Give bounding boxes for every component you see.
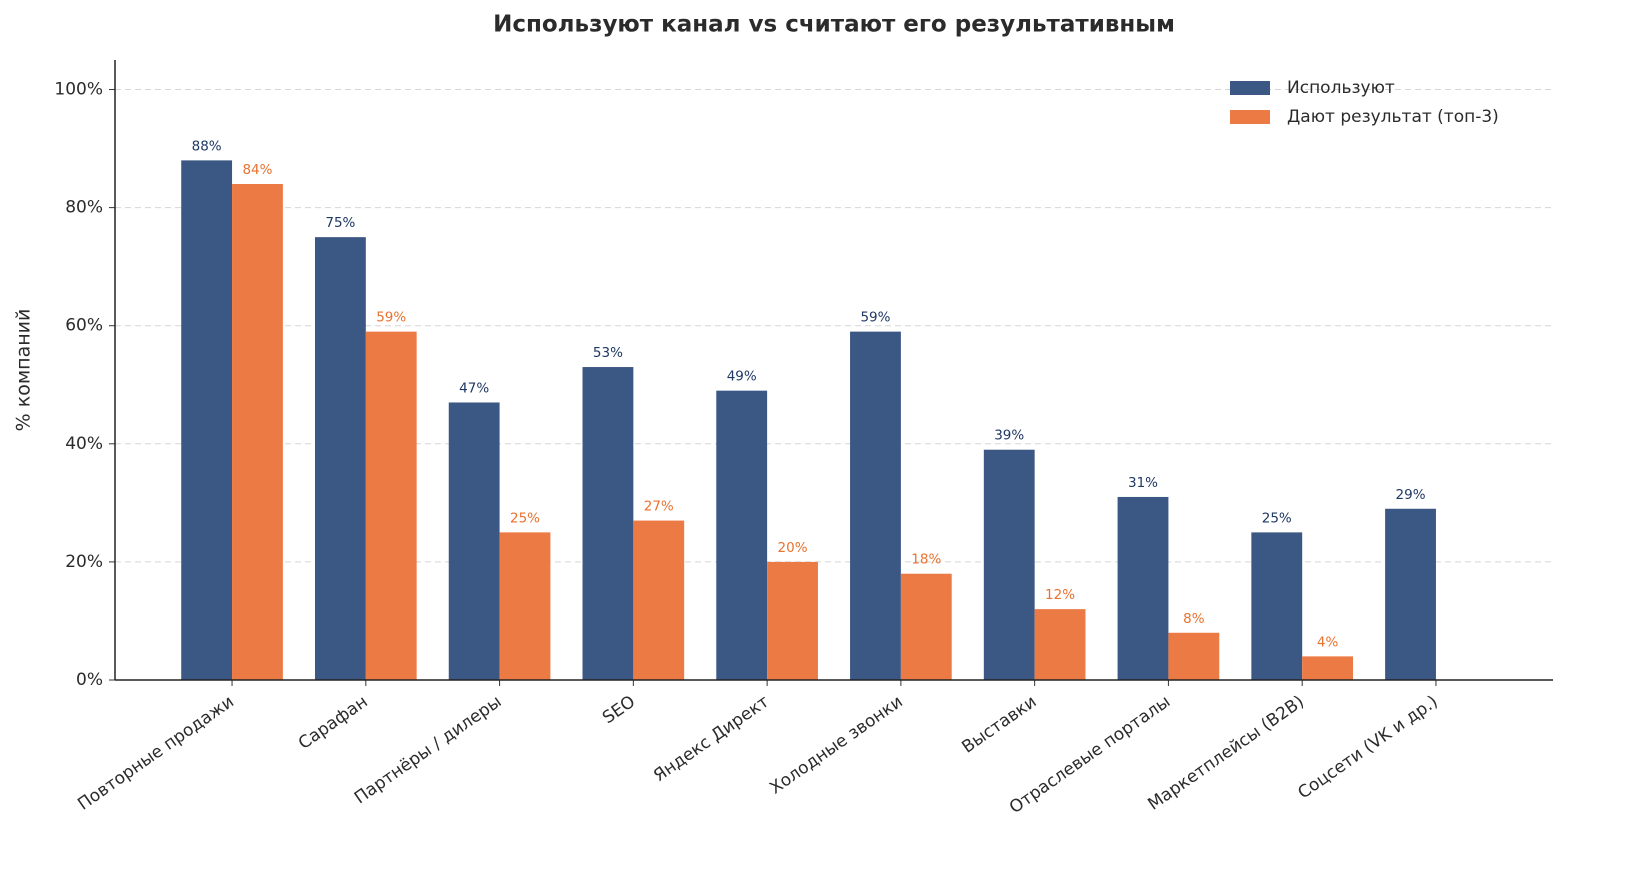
bar — [1302, 656, 1354, 680]
bar — [314, 237, 366, 680]
y-tick-label: 0% — [76, 670, 103, 690]
x-tick-label: Соцсети (VK и др.) — [1294, 692, 1441, 804]
x-tick-label: SEO — [599, 692, 639, 728]
bar — [1168, 632, 1220, 680]
bar — [767, 561, 818, 680]
value-label: 47% — [459, 380, 489, 396]
bar — [232, 184, 283, 680]
y-tick-label: 80% — [65, 198, 103, 218]
value-label: 59% — [860, 310, 890, 326]
value-label: 12% — [1045, 587, 1075, 603]
legend-label: Дают результат (топ-3) — [1287, 107, 1499, 127]
y-tick-label: 20% — [65, 552, 103, 572]
bar — [716, 390, 768, 680]
bar — [181, 160, 233, 680]
value-label: 53% — [593, 345, 623, 361]
value-label: 75% — [325, 215, 355, 231]
bar — [1251, 532, 1303, 680]
bar — [850, 331, 901, 680]
x-tick-label: Повторные продажи — [74, 692, 237, 815]
value-label: 59% — [376, 310, 406, 326]
value-label: 31% — [1128, 475, 1158, 491]
x-tick-label: Выставки — [958, 692, 1040, 758]
value-label: 4% — [1317, 634, 1339, 650]
legend-swatch — [1230, 110, 1270, 124]
value-label: 88% — [192, 138, 222, 154]
bar — [1385, 508, 1436, 680]
value-label: 18% — [911, 552, 941, 568]
bar — [499, 532, 551, 680]
bar — [633, 520, 685, 680]
y-tick-label: 40% — [65, 434, 103, 454]
y-tick-label: 100% — [54, 80, 103, 100]
value-label: 49% — [727, 369, 757, 385]
legend-label: Используют — [1287, 78, 1395, 98]
y-axis-label: % компаний — [13, 309, 35, 432]
bar — [365, 331, 417, 680]
bar — [1117, 496, 1169, 680]
bar — [448, 402, 500, 680]
bar — [582, 367, 634, 680]
value-label: 25% — [510, 510, 540, 526]
x-tick-label: Партнёры / дилеры — [351, 692, 505, 809]
value-label: 84% — [242, 162, 272, 178]
value-label: 20% — [778, 540, 808, 556]
value-label: 8% — [1183, 611, 1205, 627]
value-label: 29% — [1396, 487, 1426, 503]
value-label: 39% — [994, 428, 1024, 444]
bar — [900, 573, 952, 680]
x-tick-label: Яндекс Директ — [650, 692, 773, 786]
x-tick-label: Холодные звонки — [766, 692, 906, 799]
y-tick-label: 60% — [65, 316, 103, 336]
value-label: 27% — [644, 499, 674, 515]
chart-title: Используют канал vs считают его результа… — [493, 12, 1175, 38]
value-label: 25% — [1262, 510, 1292, 526]
bar — [983, 449, 1035, 680]
legend-swatch — [1230, 81, 1270, 95]
x-tick-label: Сарафан — [295, 692, 372, 754]
bar — [1034, 609, 1086, 680]
